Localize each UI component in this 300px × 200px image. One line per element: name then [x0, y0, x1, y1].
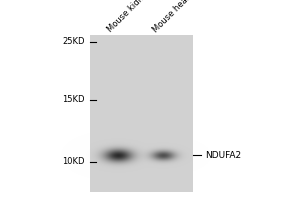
Text: 10KD: 10KD — [62, 158, 85, 166]
Text: Mouse kidney: Mouse kidney — [106, 0, 153, 34]
Text: NDUFA2: NDUFA2 — [205, 150, 241, 160]
Text: 15KD: 15KD — [62, 96, 85, 104]
Text: 25KD: 25KD — [62, 38, 85, 46]
Text: Mouse heart: Mouse heart — [151, 0, 194, 34]
